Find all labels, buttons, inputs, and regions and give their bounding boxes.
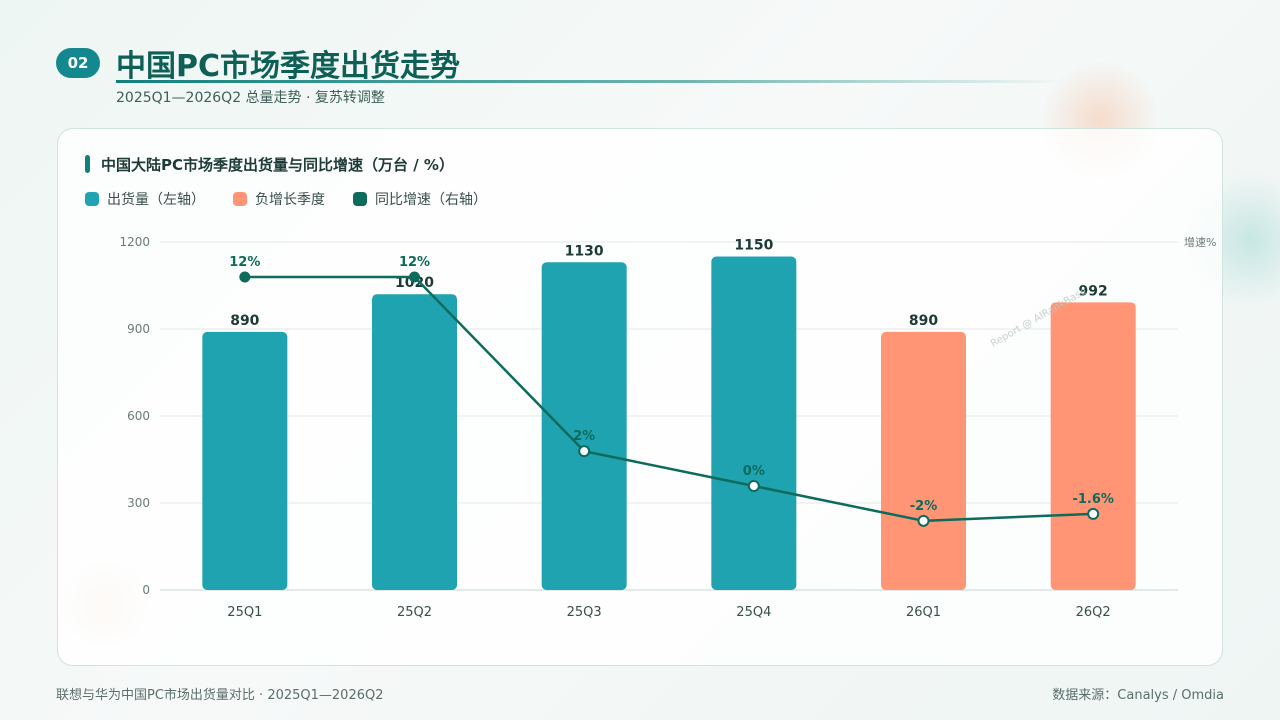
legend-label-growth: 同比增速（右轴）	[375, 192, 487, 208]
legend-swatch-negative	[233, 192, 247, 206]
growth-point	[747, 480, 760, 492]
y-right-axis-label: 增速%	[1184, 235, 1216, 249]
growth-value-label: 0%	[743, 464, 765, 479]
bar-value-label: 1130	[565, 243, 604, 259]
growth-point	[409, 271, 420, 283]
growth-value-label: -2%	[910, 499, 937, 514]
legend-label-negative: 负增长季度	[255, 192, 325, 208]
bar-26Q2	[1050, 302, 1136, 590]
page-title: 中国PC市场季度出货走势	[116, 49, 461, 84]
growth-value-label: 12%	[229, 255, 260, 270]
y-tick-label: 1200	[119, 235, 150, 249]
x-tick-label: 26Q2	[1076, 605, 1111, 620]
chart-legend: 出货量（左轴） 负增长季度 同比增速（右轴）	[85, 189, 487, 209]
x-tick-label: 25Q4	[736, 605, 771, 620]
legend-item-shipments: 出货量（左轴）	[85, 189, 205, 209]
growth-point	[917, 514, 930, 527]
bar-26Q1	[881, 331, 966, 590]
bar-25Q3	[541, 262, 627, 590]
y-tick-label: 300	[127, 496, 150, 510]
footer-note: 联想与华为中国PC市场出货量对比 · 2025Q1—2026Q2	[56, 688, 384, 703]
page-subtitle: 2025Q1—2026Q2 总量走势 · 复苏转调整	[116, 90, 385, 106]
growth-value-label: 12%	[399, 255, 430, 270]
chart-title-marker	[85, 155, 90, 173]
legend-swatch-shipments	[85, 192, 99, 206]
y-tick-label: 0	[142, 583, 150, 597]
legend-swatch-growth	[353, 192, 367, 206]
bar-25Q2	[372, 294, 457, 590]
growth-value-label: -1.6%	[1072, 492, 1113, 507]
growth-point	[239, 271, 251, 283]
chart-title: 中国大陆PC市场季度出货量与同比增速（万台 / %）	[101, 156, 454, 174]
x-tick-label: 25Q3	[567, 605, 602, 620]
bar-value-label: 890	[909, 313, 938, 329]
legend-item-negative: 负增长季度	[233, 189, 325, 209]
bar-25Q1	[202, 331, 288, 590]
x-tick-label: 25Q1	[227, 605, 262, 620]
y-tick-label: 600	[127, 409, 150, 423]
bar-value-label: 1150	[734, 238, 773, 254]
bar-value-label: 890	[230, 313, 259, 329]
x-tick-label: 25Q2	[397, 605, 432, 620]
growth-point	[1087, 507, 1100, 520]
legend-label-shipments: 出货量（左轴）	[107, 192, 205, 208]
growth-value-label: 2%	[573, 429, 595, 444]
growth-line	[244, 275, 1094, 523]
y-tick-label: 900	[127, 322, 150, 336]
bar-value-label: 992	[1079, 283, 1108, 299]
x-tick-label: 26Q1	[906, 605, 941, 620]
legend-item-growth: 同比增速（右轴）	[353, 189, 487, 209]
bar-25Q4	[711, 256, 797, 590]
title-underline	[116, 80, 1066, 83]
footer-source: 数据来源：Canalys / Omdia	[1052, 688, 1224, 703]
section-number-badge: 02	[56, 48, 100, 78]
growth-point	[578, 445, 591, 458]
